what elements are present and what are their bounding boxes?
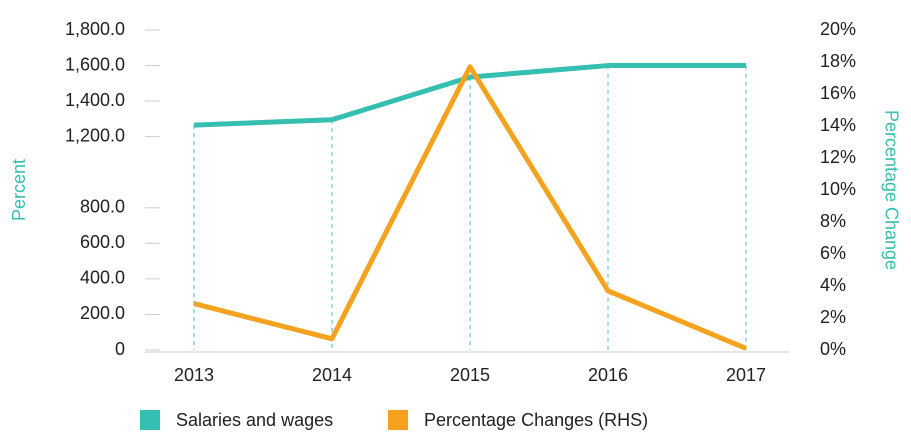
y2-tick-label: 0% xyxy=(820,339,846,359)
y2-tick-label: 6% xyxy=(820,243,846,263)
x-tick-label: 2016 xyxy=(588,365,628,385)
y2-tick-label: 18% xyxy=(820,51,856,71)
y-tick-label: 1,200.0 xyxy=(65,125,125,145)
y2-tick-label: 8% xyxy=(820,211,846,231)
legend-label: Percentage Changes (RHS) xyxy=(424,410,648,430)
y2-axis-label: Percentage Change xyxy=(881,110,901,270)
y-tick-label: 1,400.0 xyxy=(65,90,125,110)
y-tick-label: 400.0 xyxy=(80,268,125,288)
legend-swatch xyxy=(388,410,408,430)
y2-tick-label: 16% xyxy=(820,83,856,103)
y2-tick-label: 12% xyxy=(820,147,856,167)
y-tick-label: 200.0 xyxy=(80,303,125,323)
y2-tick-label: 14% xyxy=(820,115,856,135)
y-axis-label: Percent xyxy=(9,159,29,221)
series-line xyxy=(193,64,747,351)
y2-tick-label: 10% xyxy=(820,179,856,199)
y-tick-label: 600.0 xyxy=(80,232,125,252)
legend-label: Salaries and wages xyxy=(176,410,333,430)
y2-tick-label: 20% xyxy=(820,19,856,39)
y2-tick-label: 2% xyxy=(820,307,846,327)
legend-swatch xyxy=(140,410,160,430)
y2-tick-label: 4% xyxy=(820,275,846,295)
y-tick-label: 1,600.0 xyxy=(65,54,125,74)
x-tick-label: 2014 xyxy=(312,365,352,385)
series-line xyxy=(193,63,746,128)
y-tick-label: 800.0 xyxy=(80,197,125,217)
x-tick-label: 2015 xyxy=(450,365,490,385)
y-tick-label: 1,800.0 xyxy=(65,19,125,39)
y-tick-label: 0 xyxy=(115,339,125,359)
x-tick-label: 2017 xyxy=(726,365,766,385)
x-tick-label: 2013 xyxy=(174,365,214,385)
